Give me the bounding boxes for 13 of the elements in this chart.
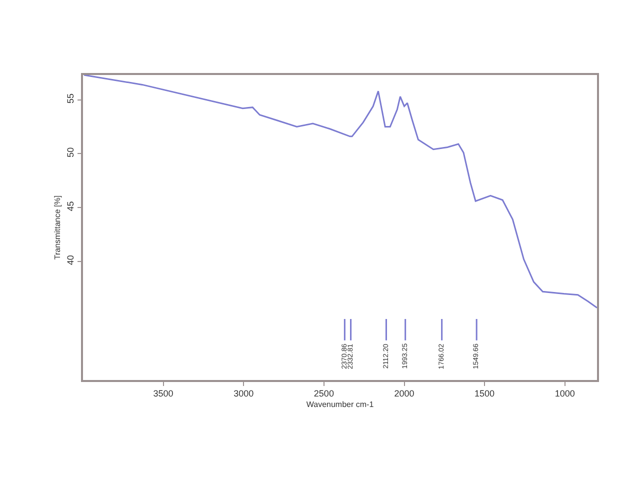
x-tick-label: 1500 — [474, 388, 495, 399]
y-tick-label: 40 — [66, 255, 76, 266]
y-tick-label: 55 — [66, 93, 76, 104]
line-series — [83, 75, 597, 309]
y-axis-title: Transmittance [%] — [52, 195, 62, 260]
x-tick-label: 3500 — [153, 388, 174, 399]
y-tick-label: 45 — [66, 201, 76, 212]
x-axis-title: Wavenumber cm-1 — [306, 400, 374, 410]
x-tick-label: 3000 — [234, 388, 254, 399]
y-tick-label: 50 — [66, 147, 76, 158]
x-tick-label: 2000 — [394, 388, 414, 399]
x-tick-label: 1000 — [554, 388, 575, 399]
x-tick-label: 2500 — [314, 388, 334, 399]
